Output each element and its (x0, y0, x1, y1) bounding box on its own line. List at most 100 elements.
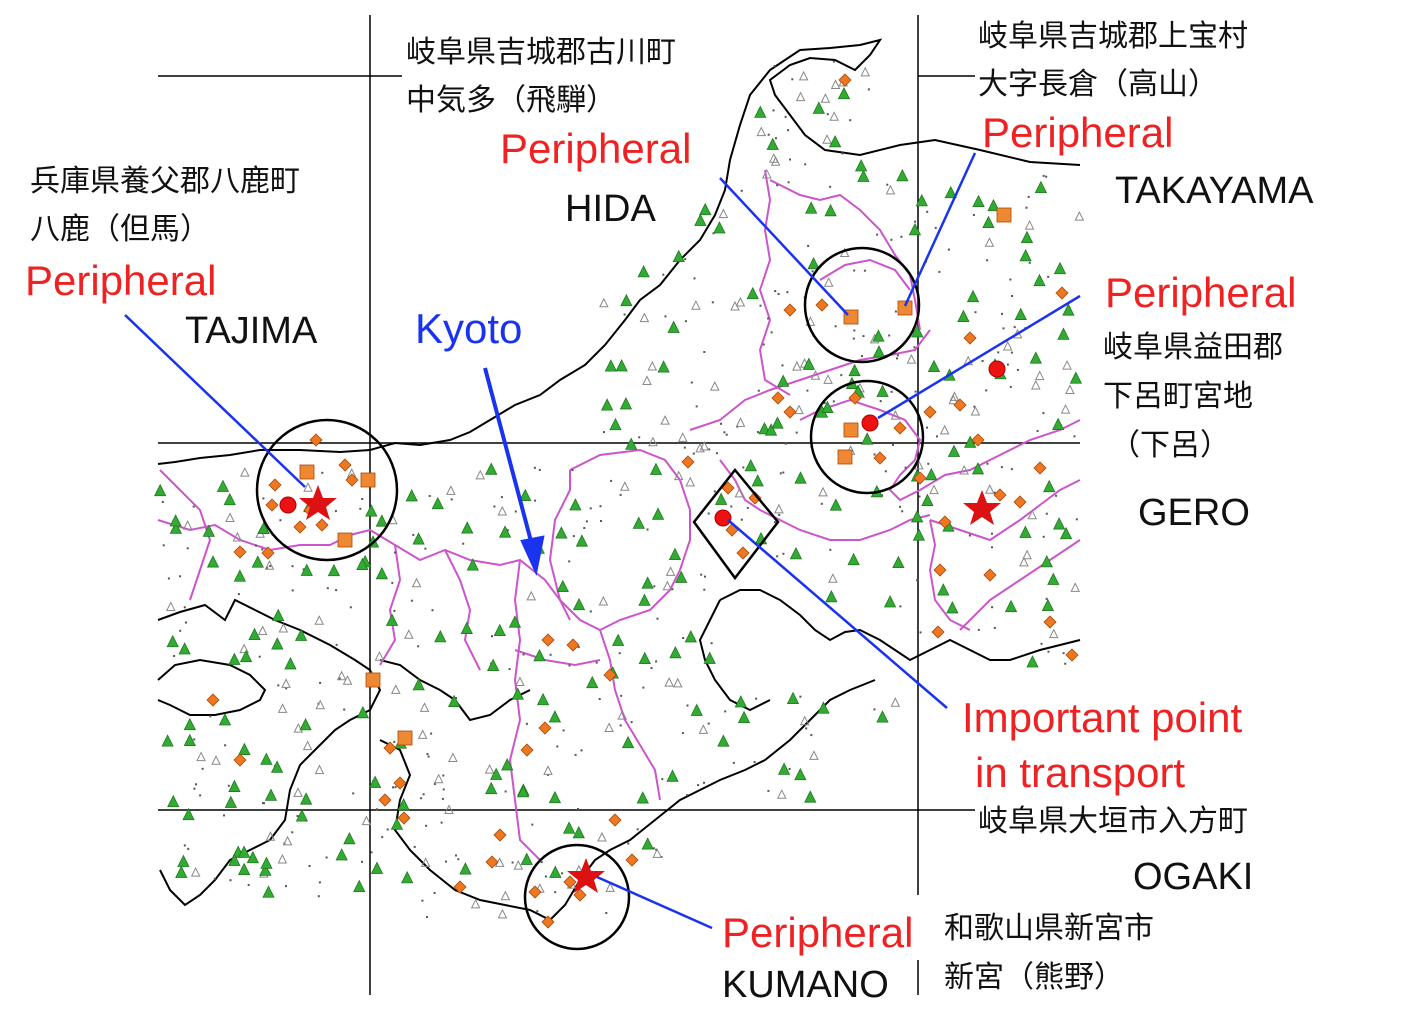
green-triangle (228, 779, 241, 792)
station-dot (455, 697, 458, 700)
green-triangle (431, 496, 444, 510)
gray-triangle (497, 505, 508, 516)
station-dot (661, 778, 664, 781)
hida-address-line1: 岐阜県吉城郡古川町 (406, 35, 676, 70)
gray-triangle (419, 702, 430, 712)
station-dot (598, 698, 601, 700)
gray-triangle (433, 773, 444, 784)
green-triangle (638, 593, 651, 606)
station-dot (1042, 174, 1045, 177)
green-triangle (260, 856, 273, 869)
star-kumano (567, 858, 605, 893)
green-triangle (572, 825, 585, 839)
station-dot (900, 235, 903, 238)
station-dot (879, 400, 882, 403)
green-triangle (684, 630, 697, 643)
gray-triangle (1070, 582, 1081, 592)
station-dot (755, 697, 758, 700)
ogaki-name-label: OGAKI (1133, 856, 1254, 898)
green-triangle (848, 363, 861, 377)
orange-diamond (953, 398, 967, 412)
green-triangle (284, 657, 297, 670)
station-dot (187, 847, 190, 850)
station-dot (973, 405, 976, 408)
station-dot (686, 794, 689, 797)
green-triangle (857, 169, 870, 182)
gray-triangle (823, 374, 833, 384)
green-triangle (1026, 655, 1039, 668)
gray-triangle (211, 755, 221, 765)
station-dot (193, 738, 196, 741)
green-triangle (766, 137, 779, 150)
orange-diamond-markers (206, 73, 1079, 929)
station-dot (914, 390, 917, 393)
station-dot (525, 722, 528, 725)
gray-triangle (761, 168, 772, 179)
station-dot (442, 774, 445, 777)
orange-diamond (493, 828, 507, 842)
station-dot (424, 547, 427, 550)
orange-diamond (983, 568, 997, 582)
orange-diamond (815, 298, 829, 312)
green-triangle (694, 213, 707, 226)
green-triangle (460, 621, 473, 634)
station-dot (977, 628, 980, 631)
orange-diamond (233, 545, 247, 559)
green-triangle (370, 861, 384, 874)
station-dot (335, 589, 338, 592)
green-triangle (257, 521, 270, 535)
green-triangle (734, 695, 747, 708)
station-dot (1047, 275, 1050, 278)
green-triangle (412, 677, 425, 691)
arrow-hida (719, 177, 849, 316)
station-dot (834, 325, 837, 328)
station-dot (359, 507, 362, 510)
green-triangle (365, 504, 378, 517)
gray-triangle (1002, 340, 1013, 351)
gray-triangle (390, 684, 401, 694)
green-triangle (987, 198, 1000, 212)
green-triangle (356, 557, 369, 570)
gray-triangle (314, 615, 325, 625)
green-triangle (604, 359, 618, 372)
station-dot (192, 505, 195, 508)
station-dot (370, 851, 373, 854)
station-dot (325, 856, 328, 859)
station-dot (393, 609, 396, 612)
station-dot (445, 860, 447, 863)
station-dot (386, 828, 389, 831)
gray-triangle (444, 804, 454, 815)
station-dot (655, 660, 658, 663)
station-dot (646, 528, 649, 531)
green-triangle (385, 613, 399, 626)
station-dot (440, 821, 443, 824)
station-dot (829, 548, 832, 551)
station-dot (1045, 512, 1048, 515)
station-dot (185, 621, 187, 624)
station-dot (420, 797, 423, 800)
green-triangle (548, 710, 562, 723)
station-dot (1010, 351, 1013, 354)
gray-triangle (1019, 556, 1029, 567)
station-dot (296, 815, 299, 817)
orange-diamond (848, 391, 862, 405)
station-dot (361, 498, 364, 500)
gray-triangle (1022, 549, 1032, 560)
green-triangle (1053, 261, 1067, 275)
station-dot (972, 214, 975, 216)
station-dot (556, 745, 559, 748)
green-triangle (966, 289, 980, 303)
prefecture-borders (157, 169, 1081, 861)
green-triangle (746, 286, 759, 300)
green-triangle (294, 628, 308, 641)
station-dot (1006, 363, 1009, 366)
green-triangle (805, 201, 818, 214)
station-dot (804, 163, 807, 166)
green-triangle (947, 444, 961, 457)
gray-triangle (598, 595, 609, 606)
station-dot (782, 471, 785, 474)
station-dot (462, 542, 465, 545)
red-star-markers (299, 485, 1001, 893)
gray-triangle (929, 484, 939, 495)
green-triangle (335, 848, 348, 861)
